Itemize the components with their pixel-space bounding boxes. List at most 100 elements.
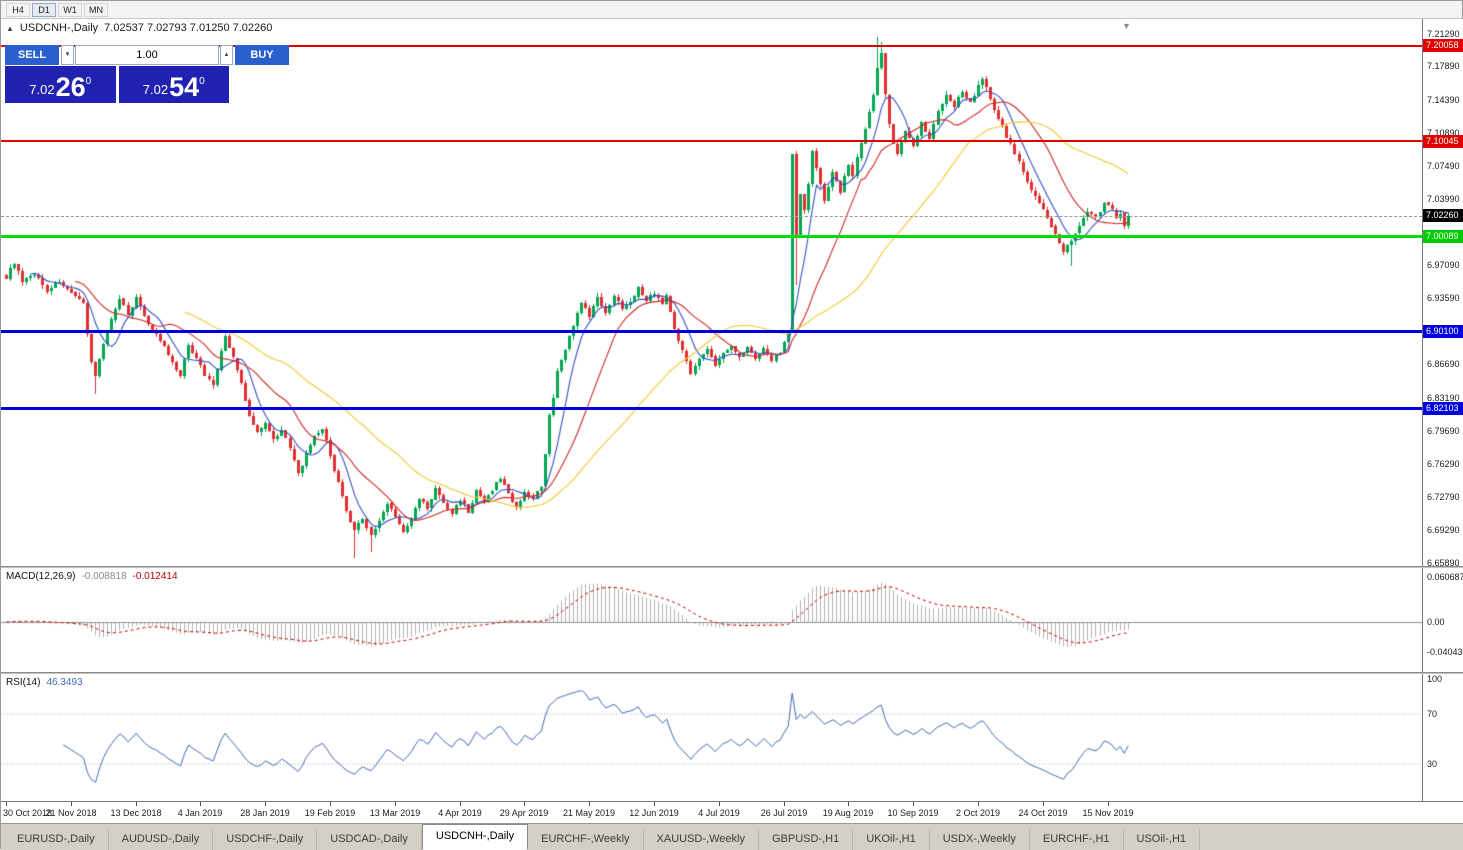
price-level-marker: 6.82103 [1423,402,1463,415]
one-click-trade-panel: SELL ▾ ▴ BUY 7.02 26 0 7.02 54 0 [5,45,289,103]
price-chart-panel[interactable]: ▲ USDCNH-,Daily 7.02537 7.02793 7.01250 … [1,19,1422,566]
macd-name: MACD(12,26,9) [6,571,76,582]
tab-gbpusd-h1[interactable]: GBPUSD-,H1 [759,829,854,850]
sell-price-fraction: 0 [85,76,92,87]
tab-eurchf-h1[interactable]: EURCHF-,H1 [1030,829,1124,850]
date-axis-label: 10 Sep 2019 [887,808,939,818]
chart-shift-marker-icon: ▼ [1122,21,1131,31]
date-axis-tick [460,802,461,806]
price-scale-label: 6.72790 [1427,492,1460,502]
timeframe-button-w1[interactable]: W1 [58,2,82,17]
buy-button[interactable]: BUY [235,45,289,65]
volume-decrease-button[interactable]: ▾ [61,45,74,65]
tab-xauusd-weekly[interactable]: XAUUSD-,Weekly [644,829,759,850]
date-axis-label: 24 Oct 2019 [1018,808,1068,818]
date-axis-tick [719,802,720,806]
rsi-name: RSI(14) [6,677,41,688]
sell-button[interactable]: SELL [5,45,59,65]
current-price-marker: 7.02260 [1423,209,1463,222]
timeframe-button-h4[interactable]: H4 [6,2,30,17]
hline-7.00089[interactable] [1,235,1422,238]
rsi-scale-label: 30 [1427,759,1438,769]
chart-tab-bar: EURUSD-,Daily AUDUSD-,Daily USDCHF-,Daily U… [1,823,1463,850]
timeframe-button-mn[interactable]: MN [84,2,108,17]
date-axis-tick [6,802,7,806]
price-scale-label: 6.79690 [1427,426,1460,436]
macd-label: MACD(12,26,9) -0.008818 -0.012414 [6,571,178,582]
hline-7.20058[interactable] [1,45,1422,47]
tab-ukoil-h1[interactable]: UKOil-,H1 [853,829,930,850]
rsi-scale-label: 70 [1427,709,1438,719]
panel-separator[interactable] [1,672,1463,674]
macd-scale-label: -0.040432 [1427,647,1463,657]
date-axis-label: 21 Nov 2018 [45,808,97,818]
date-axis-label: 26 Jul 2019 [760,808,808,818]
tab-audusd-daily[interactable]: AUDUSD-,Daily [109,829,214,850]
volume-increase-button[interactable]: ▴ [220,45,233,65]
rsi-canvas[interactable] [1,674,1422,801]
date-axis-label: 29 Apr 2019 [499,808,549,818]
rsi-scale[interactable]: 100 70 30 [1422,674,1463,801]
volume-group: ▾ ▴ [61,45,233,65]
date-axis-tick [978,802,979,806]
hline-7.10045[interactable] [1,140,1422,142]
chart-window-icon: ▲ [6,23,14,33]
date-axis-tick [1108,802,1109,806]
hline-6.82103[interactable] [1,407,1422,410]
price-level-marker: 7.10045 [1423,135,1463,148]
tab-eurusd-daily[interactable]: EURUSD-,Daily [4,829,109,850]
rsi-panel[interactable]: RSI(14) 46.3493 [1,674,1422,801]
macd-canvas[interactable] [1,568,1422,672]
date-axis-tick [654,802,655,806]
price-scale-label: 6.65890 [1427,558,1460,566]
date-axis-label: 13 Dec 2018 [110,808,162,818]
date-axis-label: 12 Jun 2019 [629,808,679,818]
tab-usdx-weekly[interactable]: USDX-,Weekly [930,829,1030,850]
date-axis-label: 13 Mar 2019 [369,808,421,818]
price-chart-canvas[interactable] [1,19,1422,566]
tab-usdcad-daily[interactable]: USDCAD-,Daily [317,829,422,850]
macd-scale[interactable]: 0.060687 0.00 -0.040432 [1422,568,1463,672]
date-axis-label: 15 Nov 2019 [1082,808,1134,818]
date-axis-tick [395,802,396,806]
tab-usdchf-daily[interactable]: USDCHF-,Daily [213,829,318,850]
price-scale[interactable]: 7.21290 7.17890 7.14390 7.10890 7.07490 7.039… [1422,19,1463,566]
date-axis-label: 4 Apr 2019 [438,808,482,818]
sell-price-pips: 26 [55,72,86,102]
tab-usoil-h1[interactable]: USOil-,H1 [1124,829,1201,850]
price-scale-label: 7.07490 [1427,161,1460,171]
price-scale-label: 7.17890 [1427,61,1460,71]
buy-price-display[interactable]: 7.02 54 0 [118,66,229,103]
rsi-scale-label: 100 [1427,674,1443,684]
sell-price-display[interactable]: 7.02 26 0 [5,66,116,103]
panel-separator[interactable] [1,566,1463,568]
hline-6.901[interactable] [1,330,1422,333]
date-axis-tick [848,802,849,806]
date-axis-tick [784,802,785,806]
price-level-marker: 7.20058 [1423,39,1463,52]
timeframe-button-d1[interactable]: D1 [32,2,56,17]
date-axis-label: 30 Oct 2018 [3,808,53,818]
macd-main-value: -0.008818 [81,571,127,582]
price-level-marker: 7.00089 [1423,230,1463,243]
date-axis-label: 28 Jan 2019 [240,808,290,818]
date-axis[interactable]: 30 Oct 2018 21 Nov 2018 13 Dec 2018 4 Jan 2… [1,801,1463,823]
macd-panel[interactable]: MACD(12,26,9) -0.008818 -0.012414 [1,568,1422,672]
date-axis-label: 4 Jan 2019 [177,808,223,818]
date-axis-label: 21 May 2019 [562,808,616,818]
tab-usdcnh-daily[interactable]: USDCNH-,Daily [421,824,529,850]
date-axis-tick [1043,802,1044,806]
date-axis-tick [524,802,525,806]
date-axis-label: 19 Aug 2019 [822,808,874,818]
date-axis-label: 2 Oct 2019 [955,808,1001,818]
date-axis-tick [589,802,590,806]
price-scale-label: 7.21290 [1427,29,1460,39]
price-scale-label: 7.03990 [1427,194,1460,204]
current-price-line [1,216,1422,217]
tab-eurchf-weekly[interactable]: EURCHF-,Weekly [528,829,644,850]
date-axis-label: 19 Feb 2019 [304,808,356,818]
date-axis-tick [330,802,331,806]
volume-input[interactable] [75,45,219,65]
buy-price-base: 7.02 [142,82,169,97]
price-scale-label: 6.93590 [1427,293,1460,303]
